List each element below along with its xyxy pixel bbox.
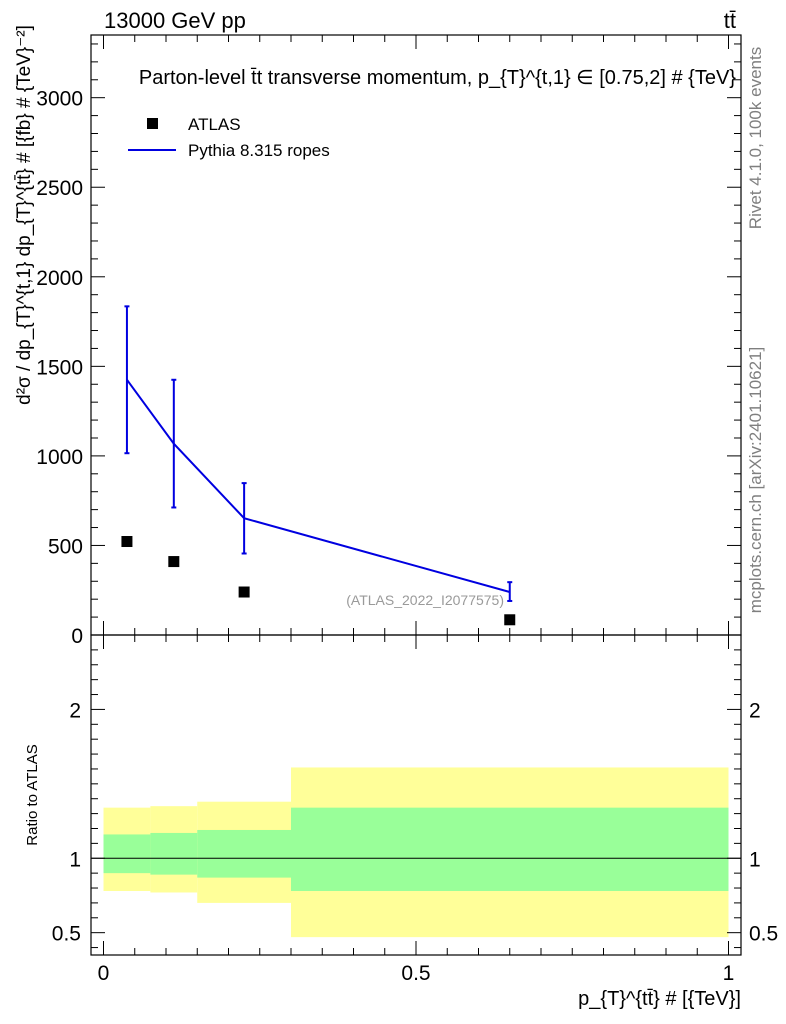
mcplots-reference-label: mcplots.cern.ch [arXiv:2401.10621] bbox=[746, 347, 765, 613]
main-y-tick-label: 1000 bbox=[36, 446, 83, 469]
ratio-inner-band bbox=[291, 807, 729, 891]
x-tick-label: 1 bbox=[723, 962, 735, 985]
main-y-tick-label: 2500 bbox=[36, 177, 83, 200]
x-tick-labels: 0 0.5 1 bbox=[98, 962, 735, 985]
main-series bbox=[121, 305, 516, 626]
ratio-y-axis-label: Ratio to ATLAS bbox=[24, 744, 41, 845]
legend-atlas-label: ATLAS bbox=[188, 115, 241, 134]
main-y-axis-label: d²σ / dp_{T}^{t,1} dp_{T}^{tt̄} # [{fb} … bbox=[14, 25, 35, 405]
ratio-inner-band bbox=[103, 834, 151, 874]
main-tick-marks bbox=[91, 35, 741, 636]
legend: ATLAS Pythia 8.315 ropes bbox=[128, 115, 330, 160]
atlas-data-point bbox=[121, 536, 133, 548]
ratio-y-tick-label: 0.5 bbox=[52, 923, 81, 946]
x-tick-label: 0.5 bbox=[401, 962, 430, 985]
ratio-frame bbox=[90, 634, 742, 956]
ratio-bands bbox=[103, 767, 729, 938]
ratio-inner-band bbox=[150, 832, 198, 875]
header-process-label: tt̄ bbox=[724, 8, 736, 33]
ratio-y-tick-label-right: 1 bbox=[749, 848, 761, 871]
atlas-data-point bbox=[504, 614, 516, 626]
rivet-version-label: Rivet 4.1.0, 100k events bbox=[746, 47, 765, 229]
ratio-tick-marks bbox=[91, 635, 741, 955]
ratio-y-tick-label: 1 bbox=[69, 848, 81, 871]
x-axis-label: p_{T}^{tt̄} # [{TeV}] bbox=[578, 988, 741, 1010]
legend-pythia-label: Pythia 8.315 ropes bbox=[188, 141, 330, 160]
main-y-tick-label: 1500 bbox=[36, 356, 83, 379]
ratio-y-tick-label-right: 2 bbox=[749, 699, 761, 722]
ratio-y-tick-label-right: 0.5 bbox=[749, 923, 778, 946]
main-title: Parton-level t̄t transverse momentum, p_… bbox=[139, 67, 736, 89]
atlas-data-point bbox=[168, 556, 180, 568]
analysis-annotation: (ATLAS_2022_I2077575) bbox=[346, 592, 504, 608]
main-panel: 0 500 1000 1500 2000 2500 3000 ATLAS Pythia 8.… bbox=[14, 25, 742, 648]
ratio-inner-band bbox=[197, 829, 291, 878]
main-y-tick-label: 3000 bbox=[36, 88, 83, 111]
pythia-line bbox=[126, 379, 511, 593]
header-energy-label: 13000 GeV pp bbox=[104, 8, 246, 33]
ratio-y-tick-label: 2 bbox=[69, 699, 81, 722]
ratio-panel: 0.5 0.51 12 2 0 0.5 1 Ratio to ATLAS p_{T}^{t… bbox=[24, 634, 778, 1010]
main-y-tick-label: 2000 bbox=[36, 267, 83, 290]
atlas-data-point bbox=[238, 586, 250, 598]
legend-atlas-marker bbox=[147, 118, 158, 129]
x-tick-label: 0 bbox=[98, 962, 110, 985]
main-y-tick-labels: 0 500 1000 1500 2000 2500 3000 bbox=[36, 88, 83, 648]
ratio-y-tick-labels: 0.5 0.5 1 1 2 2 bbox=[52, 699, 778, 945]
main-y-tick-label: 0 bbox=[71, 625, 83, 648]
main-y-tick-label: 500 bbox=[48, 535, 83, 558]
